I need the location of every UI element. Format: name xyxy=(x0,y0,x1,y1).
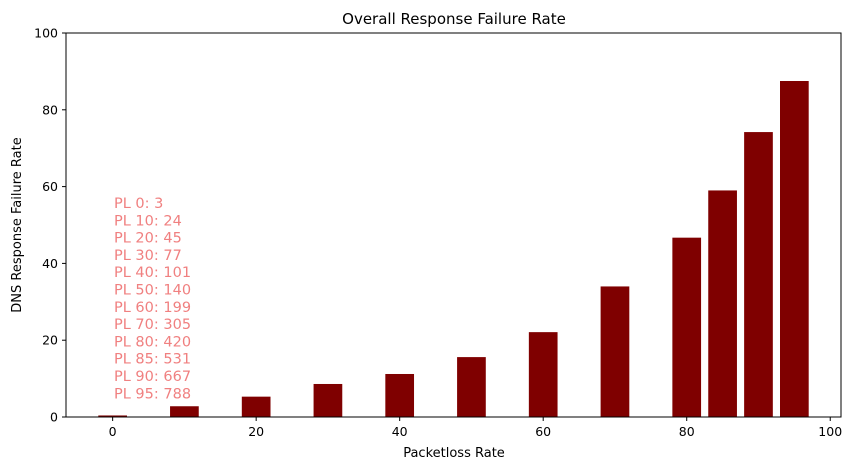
bar-pl-40 xyxy=(385,373,415,417)
y-axis-label: DNS Response Failure Rate xyxy=(10,137,25,312)
y-tick-label: 80 xyxy=(42,102,58,117)
bar-pl-50 xyxy=(457,357,486,417)
x-tick-label: 40 xyxy=(392,424,408,439)
y-axis-ticks: 0 20 40 60 80 100 xyxy=(34,26,66,425)
bar-pl-30 xyxy=(313,383,343,417)
annotation-label: PL 30: 77 xyxy=(114,248,182,264)
plot-frame xyxy=(65,32,842,418)
annotation-label: PL 70: 305 xyxy=(114,317,191,333)
bar-pl-10 xyxy=(170,406,199,417)
bar-pl-95 xyxy=(780,81,809,417)
x-tick-label: 0 xyxy=(109,424,117,439)
x-axis-label: Packetloss Rate xyxy=(403,446,505,461)
x-tick-label: 100 xyxy=(818,424,842,439)
bar-pl-0 xyxy=(98,415,127,417)
x-tick-label: 80 xyxy=(679,424,695,439)
y-tick-label: 60 xyxy=(42,179,58,194)
y-tick-label: 0 xyxy=(50,410,58,425)
annotation-label: PL 90: 667 xyxy=(114,369,191,385)
bar-pl-70 xyxy=(600,286,630,417)
y-tick-label: 40 xyxy=(42,256,58,271)
annotation-label: PL 60: 199 xyxy=(114,300,191,316)
x-axis-ticks: 0 20 40 60 80 100 xyxy=(109,417,842,439)
bar-pl-85 xyxy=(708,190,737,417)
annotation-label: PL 85: 531 xyxy=(114,352,191,368)
bar-pl-90 xyxy=(744,132,773,417)
annotation-label: PL 40: 101 xyxy=(114,265,191,281)
bars-group xyxy=(98,81,809,417)
bar-pl-80 xyxy=(672,237,702,417)
bar-pl-60 xyxy=(528,332,558,417)
annotation-label: PL 10: 24 xyxy=(114,213,182,229)
annotation-label: PL 20: 45 xyxy=(114,231,182,247)
x-tick-label: 60 xyxy=(535,424,551,439)
x-tick-label: 20 xyxy=(248,424,264,439)
annotation-label: PL 0: 3 xyxy=(114,196,163,212)
annotation-label: PL 80: 420 xyxy=(114,334,191,350)
annotation-label: PL 95: 788 xyxy=(114,386,191,402)
y-tick-label: 20 xyxy=(42,333,58,348)
y-tick-label: 100 xyxy=(34,26,58,41)
annotation-label: PL 50: 140 xyxy=(114,283,191,299)
bar-pl-20 xyxy=(241,396,271,417)
chart-title: Overall Response Failure Rate xyxy=(342,10,566,28)
